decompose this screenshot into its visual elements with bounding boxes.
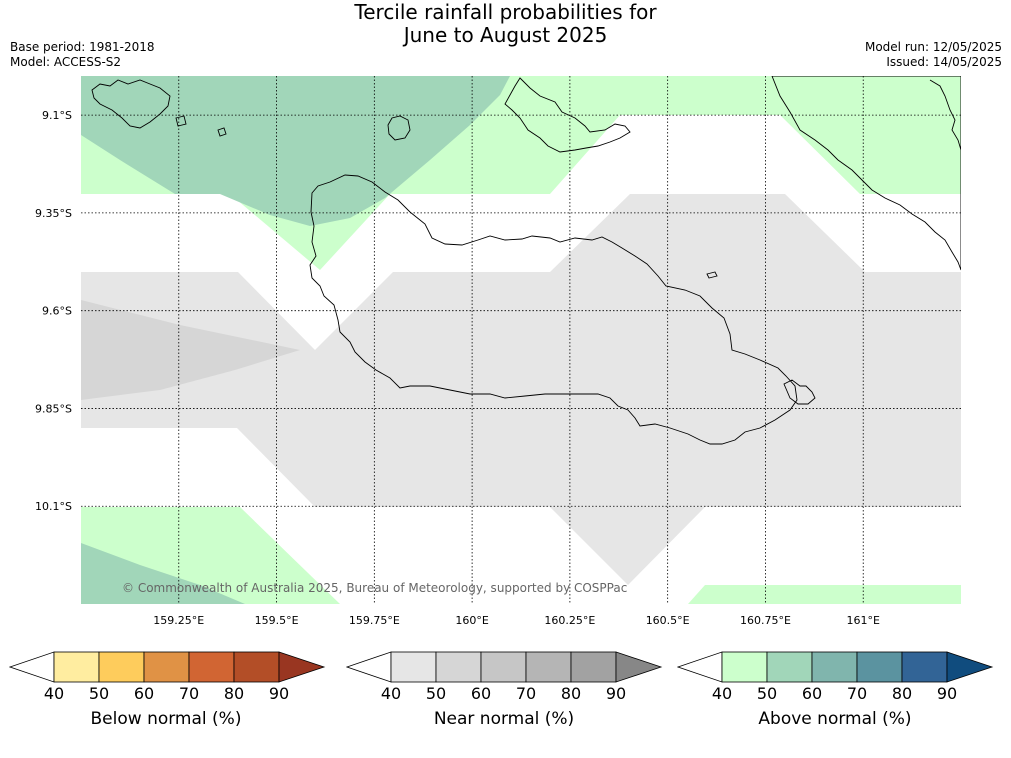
lat-label: 9.6°S: [42, 305, 72, 318]
colorbar-extend-low: [677, 651, 723, 683]
colorbar-tick-label: 90: [268, 684, 290, 703]
lon-label: 161°E: [846, 614, 879, 627]
colorbar-segment: [233, 651, 280, 683]
colorbar-segment: [480, 651, 527, 683]
lon-label: 160.25°E: [544, 614, 595, 627]
florida-islands-coast: [504, 77, 631, 153]
colorbar-tick-label: 80: [560, 684, 582, 703]
colorbar-tick-label: 90: [605, 684, 627, 703]
above-50-region-top-right: [560, 76, 961, 194]
colorbar-extend-low: [9, 651, 55, 683]
colorbar-segment: [525, 651, 572, 683]
guadalcanal-coast: [309, 174, 798, 445]
colorbar-near-normal: [346, 651, 663, 683]
lon-label: 159.25°E: [153, 614, 204, 627]
lat-label: 9.35°S: [35, 207, 72, 220]
colorbar-below-normal: [9, 651, 326, 683]
colorbar-segment: [721, 651, 768, 683]
colorbar-tick-label: 60: [133, 684, 155, 703]
colorbar-extend-high: [615, 651, 663, 683]
marau-islets: [783, 379, 816, 405]
colorbar-segment: [53, 651, 100, 683]
lat-label: 9.85°S: [35, 402, 72, 415]
above-60-region-bottom-left: [81, 543, 245, 604]
colorbar-segment: [435, 651, 482, 683]
colorbar-tick-label: 40: [380, 684, 402, 703]
russell-islands-coast: [91, 79, 171, 129]
lon-label: 160°E: [455, 614, 488, 627]
colorbar-tick-label: 70: [846, 684, 868, 703]
lon-label: 159.75°E: [349, 614, 400, 627]
colorbar-tick-label: 70: [515, 684, 537, 703]
savo-island-coast: [387, 115, 411, 141]
islet-3: [706, 271, 718, 279]
model-run: Model run: 12/05/2025: [864, 40, 1002, 54]
base-period: Base period: 1981-2018: [10, 40, 155, 54]
colorbar-tick-label: 60: [801, 684, 823, 703]
colorbar-segment: [570, 651, 617, 683]
meta-left: Base period: 1981-2018 Model: ACCESS-S2: [10, 40, 155, 70]
colorbar-segment: [188, 651, 235, 683]
colorbar-tick-label: 80: [891, 684, 913, 703]
lon-label: 160.5°E: [646, 614, 690, 627]
gridlines: [81, 76, 961, 604]
colorbar-segment: [766, 651, 813, 683]
colorbar-label-above: Above normal (%): [758, 709, 912, 729]
colorbar-segment: [390, 651, 437, 683]
tercile-map: 9.1°S9.35°S9.6°S9.85°S10.1°S 159.25°E 159…: [35, 76, 961, 627]
latitude-labels: 9.1°S 9.35°S 9.6°S 9.85°S 10.1°S: [35, 109, 72, 513]
near-60-region: [81, 300, 300, 400]
colorbar-extend-high: [278, 651, 326, 683]
colorbar-segment: [98, 651, 145, 683]
colorbar-label-near: Near normal (%): [433, 709, 575, 729]
islet-2: [175, 115, 187, 127]
title-line-1: Tercile rainfall probabilities for: [354, 0, 657, 24]
colorbar-extend-high: [946, 651, 994, 683]
colorbar-segment: [856, 651, 903, 683]
near-50-region: [81, 194, 961, 585]
malaita-coast: [771, 76, 961, 271]
colorbar-tick-label: 70: [178, 684, 200, 703]
title-line-2: June to August 2025: [403, 23, 608, 47]
colorbar-label-below: Below normal (%): [90, 709, 242, 729]
colorbar-tick-label: 50: [425, 684, 447, 703]
longitude-labels: 159.25°E 159.5°E 159.75°E 160°E 160.25°E 160.…: [153, 614, 880, 627]
copyright-text: © Commonwealth of Australia 2025, Bureau…: [122, 581, 627, 595]
colorbar-tick-label: 50: [756, 684, 778, 703]
issued-date: Issued: 14/05/2025: [886, 55, 1002, 69]
colorbar-segment: [143, 651, 190, 683]
colorbar-tick-label: 90: [936, 684, 958, 703]
colorbar-tick-label: 80: [223, 684, 245, 703]
above-50-region-bottom-right: [688, 585, 961, 604]
lat-label: 10.1°S: [35, 500, 72, 513]
colorbar-tick-label: 50: [88, 684, 110, 703]
probability-fill: [81, 76, 961, 604]
colorbar-segment: [811, 651, 858, 683]
model-name: Model: ACCESS-S2: [10, 55, 122, 69]
colorbar-tick-label: 40: [711, 684, 733, 703]
above-60-region-top-left: [81, 76, 510, 226]
colorbar-tick-label: 60: [470, 684, 492, 703]
colorbar-tick-label: 40: [43, 684, 65, 703]
lon-label: 160.75°E: [740, 614, 791, 627]
lat-label: 9.1°S: [42, 109, 72, 122]
islet-1: [217, 127, 227, 137]
colorbar-above-normal: [677, 651, 994, 683]
lon-label: 159.5°E: [255, 614, 299, 627]
meta-right: Model run: 12/05/2025 Issued: 14/05/2025: [865, 40, 1002, 70]
colorbar-extend-low: [346, 651, 392, 683]
colorbar-segment: [901, 651, 948, 683]
